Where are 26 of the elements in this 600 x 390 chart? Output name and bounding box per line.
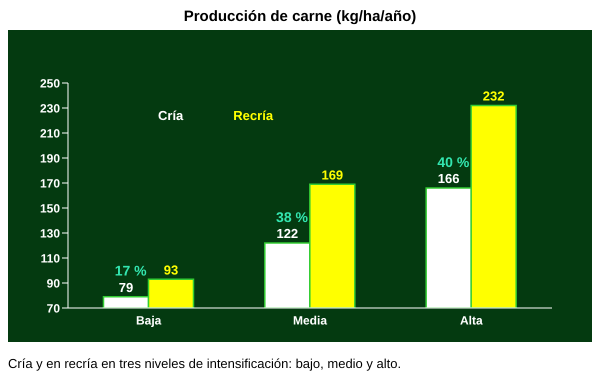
y-tick-label: 190 [40,151,60,166]
data-label: 169 [321,167,344,182]
y-tick-label: 210 [40,126,60,140]
text: Cría y en recría en tres niveles de intensificación: bajo, medio y alto. [8,356,402,371]
y-tick-label: 130 [40,226,60,240]
y-tick-label: 170 [40,176,60,190]
y-tick-label: 230 [40,101,60,116]
data-label: 166 [438,171,460,186]
annotation: 40 % [437,154,470,170]
annotation: 17 % [114,262,148,279]
x-tick-label: Baja [136,314,162,328]
x-tick-label: Alta [460,314,483,328]
chart-title: Producción de carne (kg/ha/año) [182,8,418,27]
data-label: 232 [482,88,505,104]
y-tick-label: 90 [46,276,60,290]
data-label: 79 [118,280,134,295]
text: Cría [158,108,184,123]
y-tick-label: 150 [40,201,60,216]
data-label: 93 [164,262,178,278]
x-tick-label: Media [292,314,328,328]
text: Recría [233,108,274,123]
y-tick-label: 70 [46,301,60,316]
y-tick-label: 110 [40,251,60,266]
data-label: 122 [276,226,298,241]
annotation: 38 % [276,208,308,225]
y-tick-label: 250 [40,76,60,90]
